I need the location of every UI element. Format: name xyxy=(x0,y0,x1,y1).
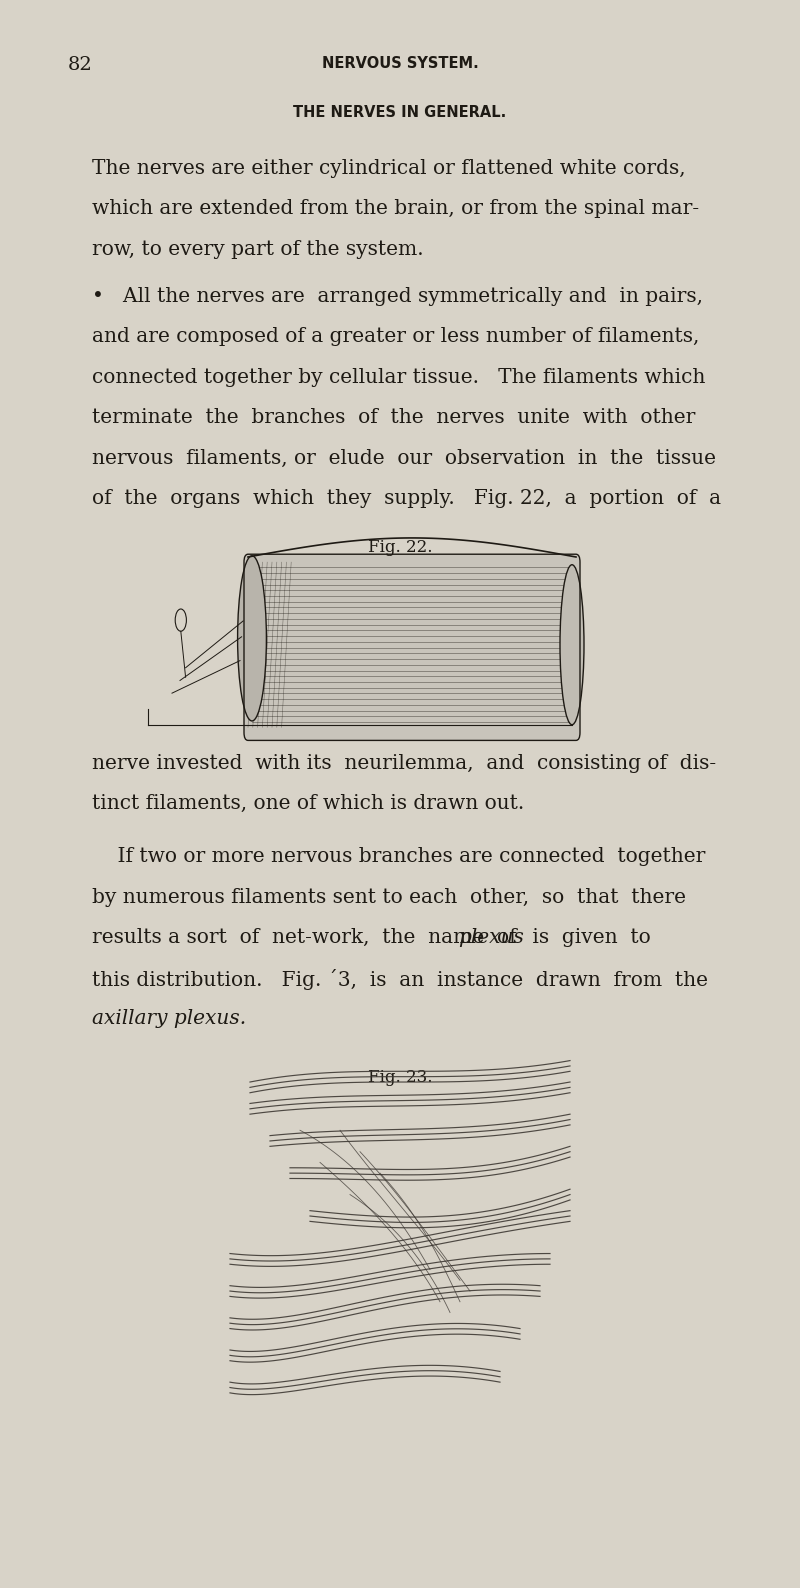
Text: •   All the nerves are  arranged symmetrically and  in pairs,: • All the nerves are arranged symmetrica… xyxy=(92,286,703,305)
Text: plexus: plexus xyxy=(458,927,524,946)
Text: results a sort  of  net-work,  the  name  of: results a sort of net-work, the name of xyxy=(92,927,523,946)
Text: 82: 82 xyxy=(68,56,93,73)
Text: THE NERVES IN GENERAL.: THE NERVES IN GENERAL. xyxy=(294,105,506,119)
Text: this distribution.   Fig. ´3,  is  an  instance  drawn  from  the: this distribution. Fig. ´3, is an instan… xyxy=(92,969,708,989)
Text: which are extended from the brain, or from the spinal mar-: which are extended from the brain, or fr… xyxy=(92,198,699,218)
Text: is  given  to: is given to xyxy=(526,927,651,946)
Text: and are composed of a greater or less number of filaments,: and are composed of a greater or less nu… xyxy=(92,327,699,346)
Text: nerve invested  with its  neurilemma,  and  consisting of  dis-: nerve invested with its neurilemma, and … xyxy=(92,753,716,772)
FancyBboxPatch shape xyxy=(244,554,580,740)
Text: of  the  organs  which  they  supply.   Fig. 22,  a  portion  of  a: of the organs which they supply. Fig. 22… xyxy=(92,489,721,508)
Text: row, to every part of the system.: row, to every part of the system. xyxy=(92,240,424,259)
Text: axillary plexus.: axillary plexus. xyxy=(92,1008,246,1027)
Text: by numerous filaments sent to each  other,  so  that  there: by numerous filaments sent to each other… xyxy=(92,888,686,907)
Text: tinct filaments, one of which is drawn out.: tinct filaments, one of which is drawn o… xyxy=(92,794,524,813)
Text: Fig. 23.: Fig. 23. xyxy=(368,1069,432,1086)
Text: Fig. 22.: Fig. 22. xyxy=(368,538,432,556)
Ellipse shape xyxy=(560,565,584,724)
Text: terminate  the  branches  of  the  nerves  unite  with  other: terminate the branches of the nerves uni… xyxy=(92,408,695,427)
Ellipse shape xyxy=(238,556,266,721)
Text: nervous  filaments, or  elude  our  observation  in  the  tissue: nervous filaments, or elude our observat… xyxy=(92,448,716,467)
Text: connected together by cellular tissue.   The filaments which: connected together by cellular tissue. T… xyxy=(92,367,706,386)
Text: NERVOUS SYSTEM.: NERVOUS SYSTEM. xyxy=(322,56,478,70)
Text: If two or more nervous branches are connected  together: If two or more nervous branches are conn… xyxy=(92,846,706,865)
Text: The nerves are either cylindrical or flattened white cords,: The nerves are either cylindrical or fla… xyxy=(92,159,686,178)
